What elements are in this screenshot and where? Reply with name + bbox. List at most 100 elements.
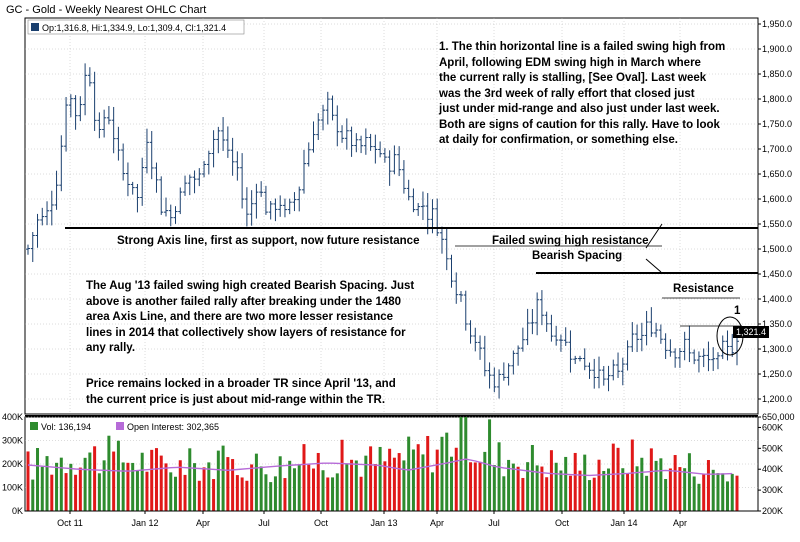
bearish-spacing-arrow xyxy=(645,258,662,273)
volume-bar xyxy=(692,476,696,511)
volume-bar xyxy=(83,457,87,511)
volume-bar xyxy=(354,460,358,511)
volume-bar xyxy=(40,466,44,511)
volume-bar xyxy=(702,474,706,511)
volume-bar xyxy=(302,444,306,511)
volume-bar xyxy=(611,443,615,511)
last-price-label: 1,321.4 xyxy=(736,327,766,337)
volume-bar xyxy=(725,481,729,511)
volume-bar xyxy=(607,468,611,511)
volume-bar xyxy=(112,451,116,511)
note-3: Price remains locked in a broader TR sin… xyxy=(86,378,396,406)
volume-bar xyxy=(697,483,701,511)
volume-bar xyxy=(307,464,311,511)
volume-bar xyxy=(735,475,739,511)
x-tick-label: Jan 13 xyxy=(370,518,397,528)
volume-bar xyxy=(511,463,515,511)
price-tick-label: 1,800.0 xyxy=(762,94,792,104)
volume-bar xyxy=(269,482,273,511)
volume-bar xyxy=(78,467,82,511)
volume-bar xyxy=(55,462,59,511)
volume-bar xyxy=(568,475,572,511)
volume-bar xyxy=(583,454,587,511)
volume-tick-label: 300K xyxy=(2,436,23,446)
volume-bar xyxy=(345,463,349,511)
volume-bar xyxy=(31,479,35,511)
volume-bar xyxy=(188,448,192,511)
volume-bar xyxy=(335,473,339,511)
volume-bar xyxy=(135,470,139,511)
x-tick-label: Oct 11 xyxy=(57,518,83,528)
volume-bar xyxy=(516,466,520,511)
volume-bar xyxy=(540,466,544,511)
volume-bar xyxy=(369,446,373,511)
failed-swing-arrow xyxy=(645,223,663,249)
volume-bar xyxy=(254,453,258,511)
axis-line-label: Strong Axis line, first as support, now … xyxy=(117,235,420,247)
volume-bar xyxy=(50,474,54,511)
price-tick-label: 1,250.0 xyxy=(762,369,792,379)
oi-tick-label: 650,000 xyxy=(762,412,795,422)
volume-bar xyxy=(378,446,382,511)
volume-bar xyxy=(216,450,220,511)
volume-bar xyxy=(326,477,330,511)
volume-bar xyxy=(331,477,335,511)
volume-bar xyxy=(364,455,368,511)
volume-bar xyxy=(449,456,453,511)
x-tick-label: Jul xyxy=(258,518,270,528)
volume-tick-label: 100K xyxy=(2,483,23,493)
volume-bar xyxy=(549,450,553,511)
price-tick-label: 1,850.0 xyxy=(762,69,792,79)
volume-bar xyxy=(397,453,401,511)
volume-bar xyxy=(207,462,211,511)
volume-bar xyxy=(592,477,596,511)
volume-bar xyxy=(202,467,206,511)
price-grid xyxy=(25,18,758,414)
volume-bar xyxy=(668,468,672,511)
ohlc-series xyxy=(26,63,739,399)
volume-bar xyxy=(164,463,168,511)
price-tick-label: 1,650.0 xyxy=(762,169,792,179)
volume-bar xyxy=(226,457,230,511)
price-tick-label: 1,450.0 xyxy=(762,269,792,279)
volume-bar xyxy=(545,477,549,511)
volume-bar xyxy=(402,460,406,511)
oval-marker-label: 1 xyxy=(734,305,741,317)
volume-bar xyxy=(621,468,625,511)
volume-bar xyxy=(630,439,634,511)
volume-bar xyxy=(426,435,430,511)
volume-bar xyxy=(573,452,577,511)
volume-bar xyxy=(174,476,178,511)
volume-bar xyxy=(273,476,277,511)
oi-tick-label: 300K xyxy=(762,485,783,495)
volume-bar xyxy=(193,463,197,511)
volume-bar xyxy=(683,468,687,511)
volume-bar xyxy=(597,459,601,511)
volume-bar xyxy=(673,455,677,511)
price-tick-label: 1,400.0 xyxy=(762,294,792,304)
volume-bar xyxy=(535,465,539,511)
volume-bar xyxy=(469,462,473,511)
volume-bar xyxy=(430,472,434,511)
x-axis: Oct 11 Jan 12 Apr Jul Oct Jan 13 Apr Jul Oct Jan … xyxy=(57,511,687,528)
ohlc-readout: Op:1,316.8, Hi:1,334.9, Lo:1,309.4, Cl:1… xyxy=(42,23,226,33)
volume-bar xyxy=(154,448,158,511)
volume-bar xyxy=(521,477,525,511)
volume-bar xyxy=(530,444,534,511)
volume-bar xyxy=(69,463,73,511)
volume-bar xyxy=(716,473,720,511)
volume-bar xyxy=(388,448,392,511)
price-tick-label: 1,200.0 xyxy=(762,394,792,404)
volume-bar xyxy=(687,453,691,511)
volume-bar xyxy=(292,468,296,511)
volume-bar xyxy=(245,480,249,511)
volume-bar xyxy=(730,473,734,511)
volume-bar xyxy=(340,439,344,511)
volume-bar xyxy=(645,475,649,511)
volume-bar xyxy=(159,455,163,511)
volume-legend xyxy=(28,420,368,432)
volume-bar xyxy=(316,452,320,511)
price-tick-label: 1,950.0 xyxy=(762,19,792,29)
